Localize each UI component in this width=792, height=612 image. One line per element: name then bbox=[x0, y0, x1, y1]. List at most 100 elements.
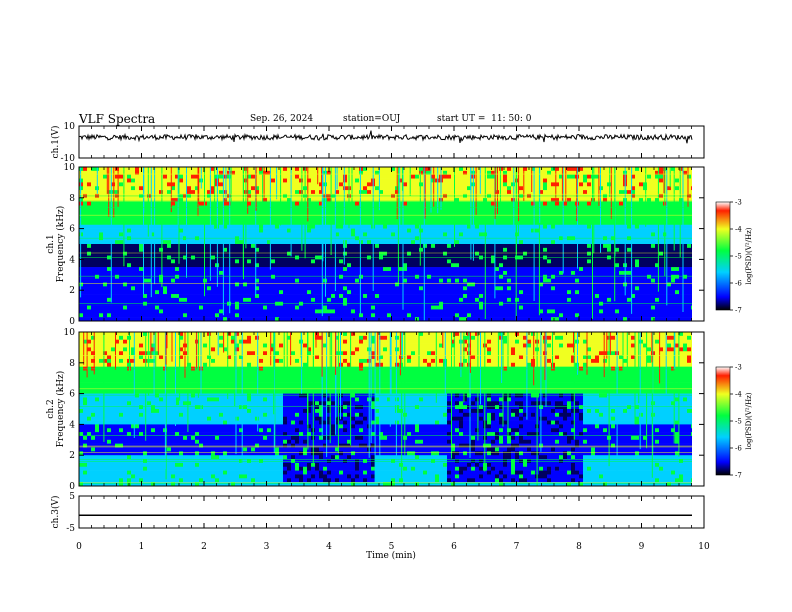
spectrogram-cell bbox=[135, 301, 139, 306]
spectrogram-cell bbox=[563, 197, 567, 202]
spectrogram-cell bbox=[251, 317, 255, 322]
spectrogram-cell bbox=[299, 267, 303, 272]
spectrogram-cell bbox=[267, 167, 271, 172]
spectrogram-cell bbox=[355, 190, 359, 195]
spectrogram-cell bbox=[363, 167, 367, 172]
spectrogram-cell bbox=[487, 286, 491, 291]
spectrogram-cell bbox=[131, 190, 135, 195]
spectrogram-cell bbox=[427, 305, 431, 310]
spectrogram-cell bbox=[279, 313, 283, 318]
spectrogram-cell bbox=[475, 290, 479, 295]
spectrogram-cell bbox=[479, 270, 483, 276]
spectrogram-cell bbox=[299, 259, 303, 264]
spectrogram-cell bbox=[107, 270, 111, 276]
spectrogram-cell bbox=[147, 313, 151, 318]
spectrogram-cell bbox=[559, 178, 563, 183]
spectrogram-cell bbox=[171, 178, 175, 183]
spectrogram-cell bbox=[183, 247, 187, 252]
spectrogram-cell bbox=[351, 178, 355, 183]
spectrogram-cell bbox=[107, 232, 111, 237]
spectrogram-cell bbox=[535, 178, 539, 183]
spectrogram-cell bbox=[235, 274, 239, 279]
spectrogram-cell bbox=[451, 220, 455, 226]
spectrogram-cell bbox=[343, 209, 347, 214]
spectrogram-cell bbox=[527, 186, 531, 191]
spectrogram-cell bbox=[99, 174, 103, 179]
spectrogram-cell bbox=[319, 278, 323, 283]
spectrogram-cell bbox=[307, 174, 311, 179]
spectrogram-cell bbox=[363, 186, 367, 191]
spectrogram-cell bbox=[327, 278, 331, 283]
spectrogram-cell bbox=[479, 247, 483, 252]
spectrogram-cell bbox=[175, 317, 179, 322]
spectrogram-cell bbox=[267, 297, 271, 303]
spectrogram-cell bbox=[291, 317, 295, 322]
spectrogram-cell bbox=[207, 290, 211, 295]
spectrogram-cell bbox=[443, 186, 447, 191]
spectrogram-cell bbox=[239, 217, 243, 222]
spectrogram-cell bbox=[115, 232, 119, 237]
spectrogram-cell bbox=[87, 190, 91, 195]
spectrogram-cell bbox=[95, 209, 99, 214]
spectrogram-cell bbox=[327, 282, 331, 287]
spectrogram-cell bbox=[491, 190, 495, 195]
spectrogram-cell bbox=[447, 228, 451, 233]
spectrogram-cell bbox=[163, 267, 167, 272]
spectrogram-cell bbox=[191, 263, 195, 268]
spectrogram-cell bbox=[179, 209, 183, 214]
spectrogram-cell bbox=[131, 170, 135, 175]
spectrogram-cell bbox=[547, 167, 551, 172]
spectrogram-cell bbox=[319, 263, 323, 268]
spectrogram-cell bbox=[547, 313, 551, 318]
spectrogram-cell bbox=[287, 186, 291, 191]
spectrogram-cell bbox=[259, 197, 263, 202]
spectrogram-cell bbox=[319, 178, 323, 183]
spectrogram-cell bbox=[375, 301, 379, 306]
spectrogram-cell bbox=[227, 197, 231, 202]
spectrogram-cell bbox=[219, 301, 223, 306]
spectrogram-cell bbox=[415, 174, 419, 179]
spectrogram-cell bbox=[167, 220, 171, 226]
spectrogram-cell bbox=[299, 305, 303, 310]
spectrogram-cell bbox=[147, 270, 151, 276]
spectrogram-cell bbox=[195, 197, 199, 202]
spectrogram-cell bbox=[335, 278, 339, 283]
spectrogram-cell bbox=[371, 290, 375, 295]
spectrogram-cell bbox=[415, 305, 419, 310]
spectrogram-cell bbox=[487, 182, 491, 187]
spectrogram-cell bbox=[119, 182, 123, 187]
spectrogram-cell bbox=[491, 278, 495, 283]
spectrogram-cell bbox=[367, 309, 371, 314]
spectrogram-cell bbox=[427, 267, 431, 272]
spectrogram-cell bbox=[531, 290, 535, 295]
spectrogram-cell bbox=[235, 286, 239, 291]
spectrogram-cell bbox=[223, 309, 227, 314]
spectrogram-cell bbox=[291, 182, 295, 187]
spectrogram-cell bbox=[283, 224, 287, 229]
spectrogram-cell bbox=[163, 228, 167, 233]
spectrogram-cell bbox=[335, 294, 339, 299]
spectrogram-cell bbox=[267, 294, 271, 299]
spectrogram-cell bbox=[283, 301, 287, 306]
spectrogram-cell bbox=[411, 232, 415, 237]
spectrogram-cell bbox=[435, 220, 439, 226]
spectrogram-cell bbox=[195, 278, 199, 283]
spectrogram-cell bbox=[107, 282, 111, 287]
spectrogram-cell bbox=[527, 313, 531, 318]
spectrogram-cell bbox=[151, 240, 155, 245]
spectrogram-cell bbox=[339, 259, 343, 264]
spectrogram-cell bbox=[547, 220, 551, 226]
spectrogram-cell bbox=[399, 297, 403, 303]
spectrogram-cell bbox=[271, 240, 275, 245]
spectrogram-cell bbox=[147, 297, 151, 303]
spectrogram-cell bbox=[87, 274, 91, 279]
spectrogram-cell bbox=[523, 170, 527, 175]
spectrogram-cell bbox=[87, 263, 91, 268]
spectrogram-cell bbox=[435, 178, 439, 183]
spectrogram-cell bbox=[291, 209, 295, 214]
spectrogram-cell bbox=[435, 294, 439, 299]
spectrogram-cell bbox=[223, 232, 227, 237]
spectrogram-cell bbox=[403, 247, 407, 252]
spectrogram-cell bbox=[451, 309, 455, 314]
spectrogram-cell bbox=[475, 297, 479, 303]
